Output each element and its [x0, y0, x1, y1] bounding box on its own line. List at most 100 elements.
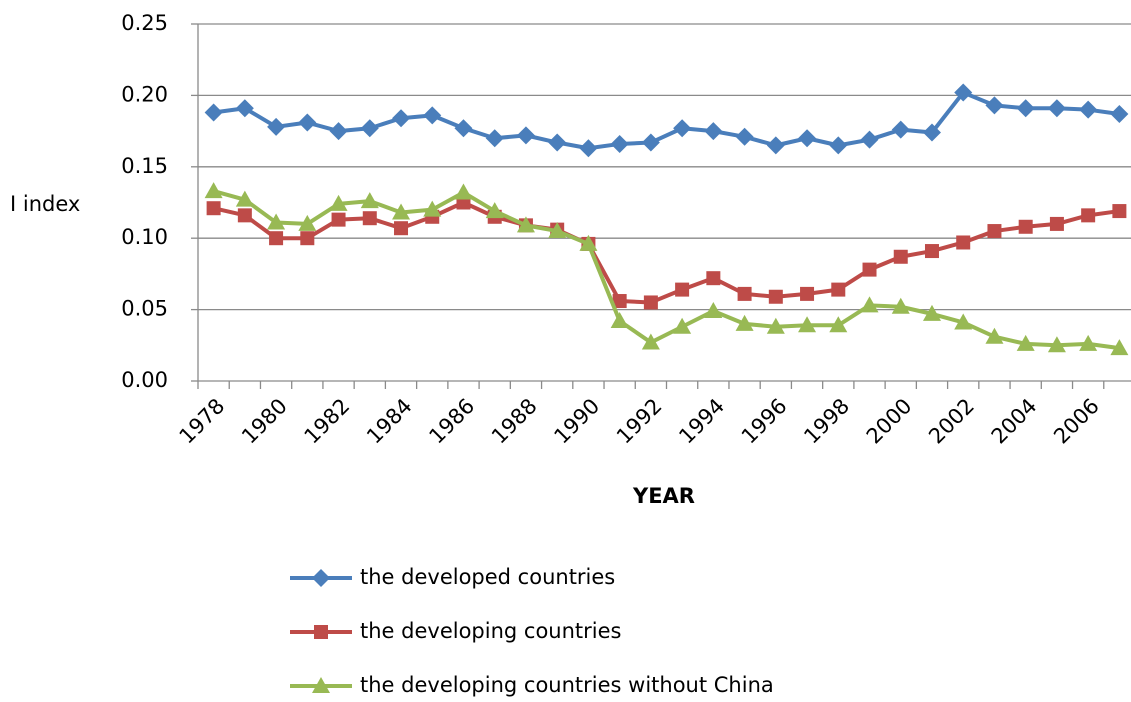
marker [922, 304, 941, 321]
marker [954, 83, 973, 102]
x-tick-label: 1994 [674, 394, 729, 449]
marker [548, 133, 567, 152]
marker [392, 203, 411, 220]
marker [891, 297, 910, 314]
marker [392, 109, 411, 128]
marker [454, 119, 473, 138]
marker [800, 286, 815, 301]
marker [860, 296, 879, 313]
marker [204, 182, 223, 199]
marker [300, 231, 315, 246]
y-tick-label: 0.05 [121, 297, 168, 321]
marker [1081, 208, 1096, 223]
series-line [213, 189, 1120, 351]
marker [924, 244, 939, 259]
marker [706, 271, 721, 286]
marker [922, 123, 941, 142]
marker [798, 316, 817, 333]
marker [1079, 100, 1098, 119]
marker [1049, 216, 1064, 231]
marker [1047, 99, 1066, 118]
marker [331, 212, 346, 227]
marker [610, 134, 629, 153]
legend-label: the developed countries [360, 565, 615, 589]
marker [394, 221, 409, 236]
y-axis-label: I index [10, 192, 80, 216]
marker [673, 119, 692, 138]
x-tick-label: 2004 [987, 394, 1042, 449]
marker [329, 194, 348, 211]
marker [860, 130, 879, 149]
marker [641, 333, 660, 350]
series [204, 83, 1129, 158]
marker [798, 129, 817, 148]
marker [362, 211, 377, 226]
marker [267, 213, 286, 230]
marker [641, 133, 660, 152]
marker [643, 295, 658, 310]
marker [956, 235, 971, 250]
x-tick-label: 1990 [549, 394, 604, 449]
marker [893, 249, 908, 264]
y-tick-label: 0.20 [121, 82, 168, 106]
marker [1110, 104, 1129, 123]
marker [235, 99, 254, 118]
legend-item: the developing countries [290, 619, 621, 643]
marker [675, 282, 690, 297]
marker [829, 136, 848, 155]
marker [579, 234, 598, 251]
marker [485, 202, 504, 219]
y-tick-label: 0.10 [121, 225, 168, 249]
marker [766, 136, 785, 155]
marker [612, 294, 627, 309]
marker [314, 625, 328, 639]
marker [298, 214, 317, 231]
marker [831, 282, 846, 297]
y-tick-label: 0.00 [121, 368, 168, 392]
x-tick-label: 1998 [799, 394, 854, 449]
x-tick-label: 2000 [862, 394, 917, 449]
x-tick-label: 1978 [175, 394, 230, 449]
marker [548, 222, 567, 239]
marker [735, 314, 754, 331]
marker [766, 317, 785, 334]
marker [485, 129, 504, 148]
marker [312, 569, 330, 587]
marker [579, 139, 598, 158]
y-tick-label: 0.15 [121, 154, 168, 178]
marker [423, 200, 442, 217]
marker [267, 117, 286, 136]
legend-item: the developed countries [290, 565, 615, 589]
x-tick-label: 1988 [487, 394, 542, 449]
marker [704, 122, 723, 141]
marker [985, 96, 1004, 115]
series-line [213, 90, 1120, 151]
marker [673, 317, 692, 334]
marker [423, 106, 442, 125]
legend-label: the developing countries without China [360, 673, 774, 697]
marker [312, 677, 330, 693]
marker [1110, 339, 1129, 356]
marker [891, 120, 910, 139]
marker [1047, 336, 1066, 353]
marker [735, 127, 754, 146]
marker [1016, 334, 1035, 351]
legend-label: the developing countries [360, 619, 621, 643]
marker [768, 289, 783, 304]
x-tick-label: 2002 [924, 394, 979, 449]
legend-item: the developing countries without China [290, 673, 774, 697]
x-axis-label: YEAR [632, 484, 695, 508]
marker [454, 183, 473, 200]
x-tick-label: 1986 [424, 394, 479, 449]
x-tick-label: 1992 [612, 394, 667, 449]
marker [269, 231, 284, 246]
marker [1018, 219, 1033, 234]
x-tick-label: 2006 [1049, 394, 1104, 449]
marker [360, 192, 379, 209]
marker [206, 201, 221, 216]
marker [204, 103, 223, 122]
x-tick-label: 1996 [737, 394, 792, 449]
marker [516, 216, 535, 233]
marker [360, 119, 379, 138]
